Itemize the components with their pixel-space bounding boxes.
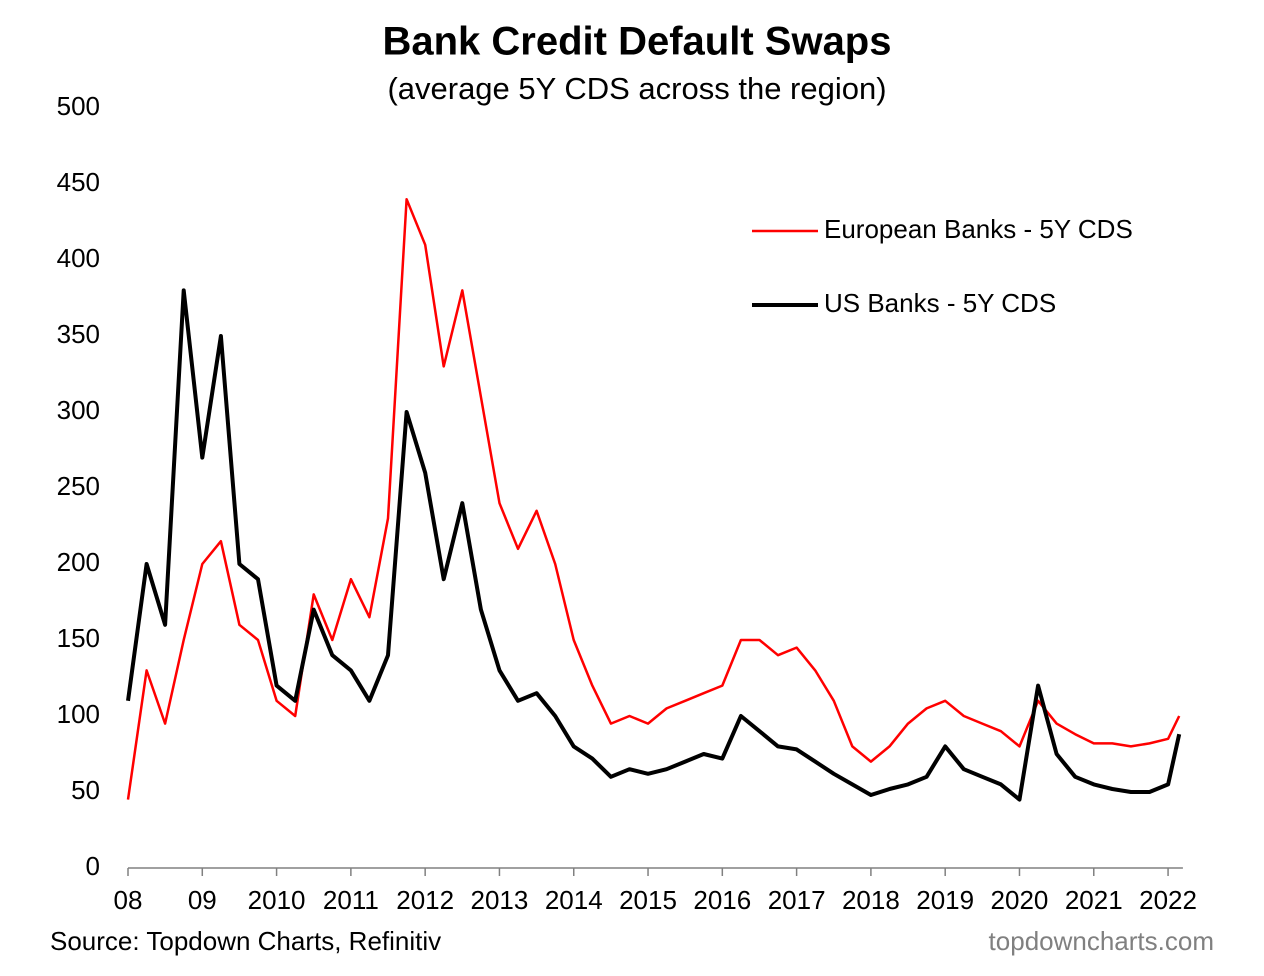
y-tick-label: 100 xyxy=(57,699,100,729)
x-tick-label: 2019 xyxy=(916,885,974,915)
x-tick-label: 2015 xyxy=(619,885,677,915)
y-tick-label: 350 xyxy=(57,319,100,349)
x-tick-label: 2021 xyxy=(1065,885,1123,915)
x-tick-label: 09 xyxy=(188,885,217,915)
watermark: topdowncharts.com xyxy=(989,926,1214,956)
y-tick-label: 500 xyxy=(57,91,100,121)
x-tick-label: 2017 xyxy=(768,885,826,915)
chart-title: Bank Credit Default Swaps xyxy=(382,20,891,64)
x-tick-label: 2014 xyxy=(545,885,603,915)
x-tick-label: 2011 xyxy=(323,885,379,915)
x-tick-label: 2018 xyxy=(842,885,900,915)
series-line xyxy=(126,288,1182,802)
x-tick-label: 2022 xyxy=(1139,885,1197,915)
y-tick-label: 300 xyxy=(57,395,100,425)
y-tick-label: 0 xyxy=(86,851,100,881)
x-tick-label: 08 xyxy=(114,885,143,915)
x-tick-label: 2012 xyxy=(396,885,454,915)
y-tick-label: 150 xyxy=(57,623,100,653)
legend-label: US Banks - 5Y CDS xyxy=(824,288,1056,318)
y-tick-label: 400 xyxy=(57,243,100,273)
y-tick-label: 250 xyxy=(57,471,100,501)
x-tick-label: 2010 xyxy=(248,885,306,915)
x-tick-label: 2016 xyxy=(693,885,751,915)
y-tick-label: 50 xyxy=(71,775,100,805)
y-tick-label: 200 xyxy=(57,547,100,577)
source-note: Source: Topdown Charts, Refinitiv xyxy=(50,926,441,956)
y-tick-label: 450 xyxy=(57,167,100,197)
chart-subtitle: (average 5Y CDS across the region) xyxy=(387,71,886,106)
x-tick-label: 2013 xyxy=(471,885,529,915)
x-tick-label: 2020 xyxy=(991,885,1049,915)
legend-label: European Banks - 5Y CDS xyxy=(824,214,1133,244)
